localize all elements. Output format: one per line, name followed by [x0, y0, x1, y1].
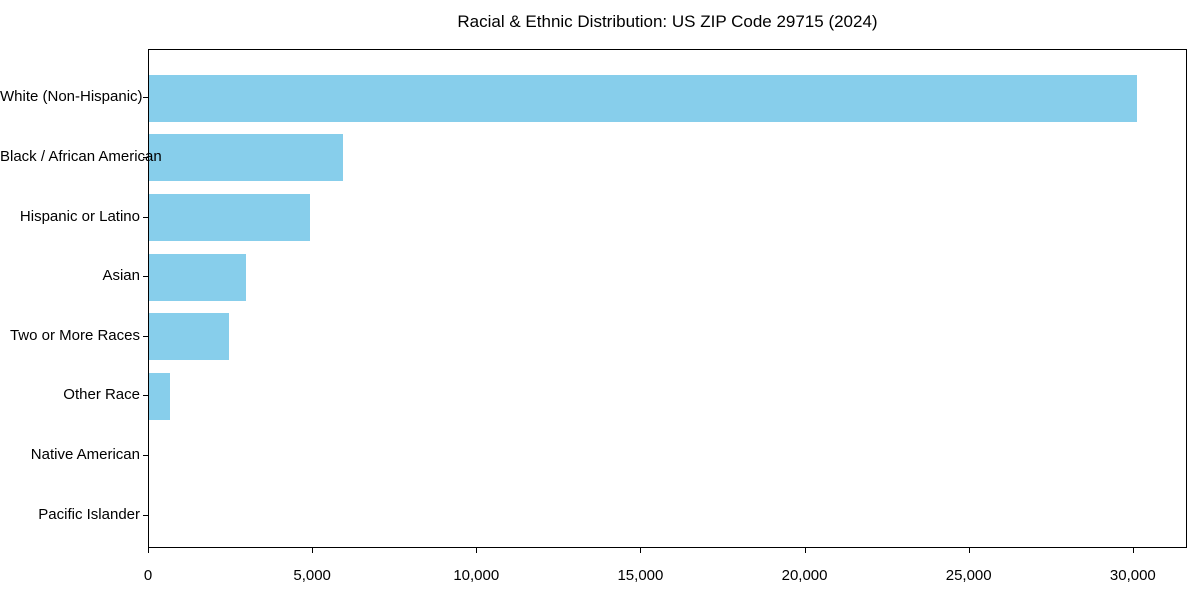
x-tick-mark: [1132, 548, 1134, 553]
x-tick-label: 10,000: [453, 567, 500, 584]
y-tick-label: Native American: [30, 445, 140, 463]
x-tick-mark: [148, 548, 149, 553]
y-tick-label: Two or More Races: [9, 326, 140, 344]
x-tick-mark: [640, 548, 642, 553]
y-tick-label: Other Race: [63, 386, 140, 404]
x-tick-mark: [312, 548, 314, 553]
y-tick-label: Asian: [102, 267, 140, 285]
x-tick-mark: [804, 548, 806, 553]
bar-other-race: [149, 372, 171, 420]
chart-title: Racial & Ethnic Distribution: US ZIP Cod…: [457, 12, 878, 31]
y-tick-label: White (Non-Hispanic): [0, 88, 143, 106]
y-tick-label: Pacific Islander: [38, 505, 140, 523]
x-tick-label: 5,000: [293, 567, 331, 584]
y-tick-mark: [143, 454, 148, 456]
y-tick-mark: [143, 395, 148, 397]
y-tick-label: Hispanic or Latino: [19, 207, 140, 225]
bar-two-or-more-races: [149, 313, 230, 361]
y-tick-mark: [143, 97, 148, 99]
bar-hispanic-or-latino: [149, 194, 310, 241]
bar-asian: [149, 253, 246, 301]
y-tick-mark: [143, 276, 148, 278]
y-tick-label: Black / African American: [0, 147, 162, 165]
x-tick-label: 25,000: [945, 567, 992, 584]
x-tick-label: 0: [143, 567, 153, 584]
bar-black-african-american: [149, 134, 343, 182]
y-tick-mark: [143, 156, 148, 158]
y-tick-mark: [143, 216, 148, 218]
x-tick-mark: [968, 548, 970, 553]
x-tick-label: 15,000: [617, 567, 664, 584]
plot-area: [148, 49, 1187, 548]
x-tick-label: 20,000: [781, 567, 828, 584]
y-tick-mark: [143, 514, 148, 516]
bar-white-non-hispanic: [149, 74, 1138, 122]
x-tick-mark: [476, 548, 478, 553]
x-tick-label: 30,000: [1109, 567, 1156, 584]
y-tick-mark: [143, 335, 148, 337]
